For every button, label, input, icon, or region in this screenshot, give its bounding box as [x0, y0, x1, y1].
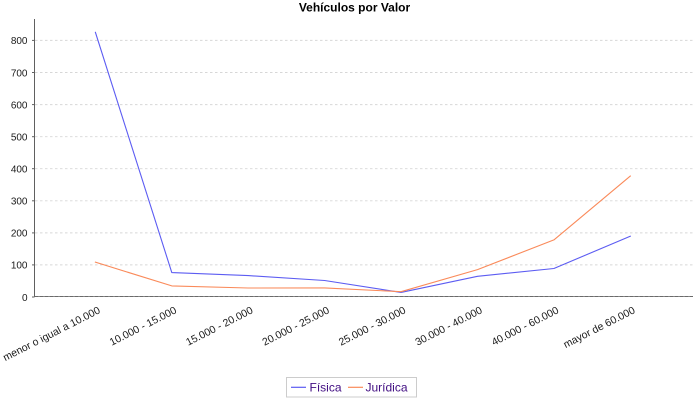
- svg-text:600: 600: [11, 100, 28, 111]
- svg-text:40.000 - 60.000: 40.000 - 60.000: [490, 304, 561, 348]
- svg-text:100: 100: [11, 261, 28, 272]
- svg-text:400: 400: [11, 165, 28, 176]
- svg-text:15.000 - 20.000: 15.000 - 20.000: [184, 304, 255, 348]
- svg-text:Jurídica: Jurídica: [366, 380, 408, 394]
- svg-text:200: 200: [11, 229, 28, 240]
- svg-text:0: 0: [22, 293, 28, 304]
- svg-text:500: 500: [11, 133, 28, 144]
- svg-text:800: 800: [11, 36, 28, 47]
- svg-text:20.000 - 25.000: 20.000 - 25.000: [260, 304, 331, 348]
- svg-text:30.000 - 40.000: 30.000 - 40.000: [413, 304, 484, 348]
- svg-text:10.000 - 15.000: 10.000 - 15.000: [108, 304, 179, 348]
- svg-text:Vehículos por Valor: Vehículos por Valor: [299, 1, 411, 15]
- svg-text:menor o igual a 10.000: menor o igual a 10.000: [1, 304, 102, 364]
- svg-text:Física: Física: [310, 380, 342, 394]
- svg-text:700: 700: [11, 68, 28, 79]
- svg-text:mayor de 60.000: mayor de 60.000: [561, 304, 637, 351]
- svg-text:25.000 - 30.000: 25.000 - 30.000: [337, 304, 408, 348]
- svg-text:300: 300: [11, 197, 28, 208]
